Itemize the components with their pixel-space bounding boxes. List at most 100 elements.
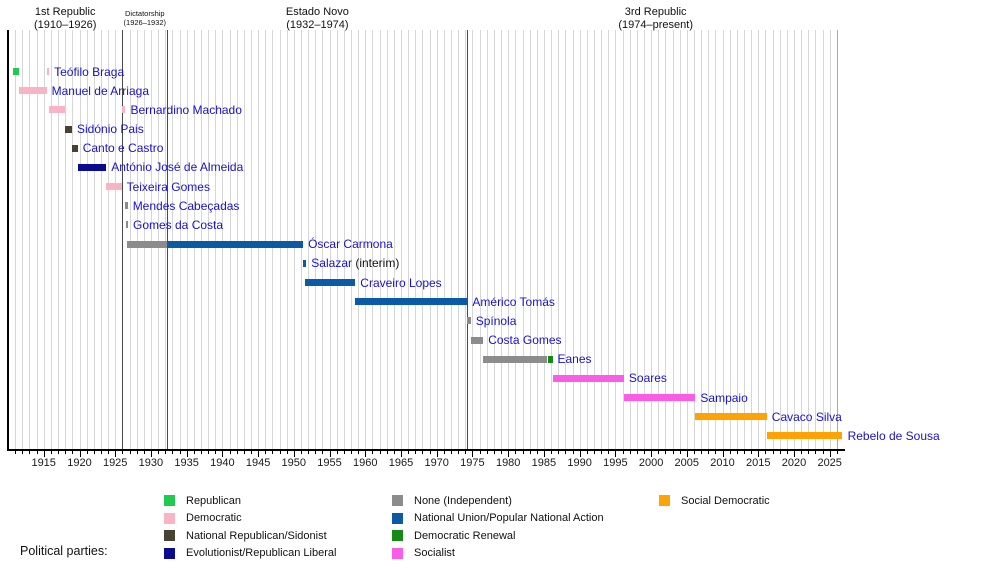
- president-link-antonio-jose-de-almeida[interactable]: António José de Almeida: [111, 160, 243, 174]
- axis-tick: [158, 451, 160, 454]
- president-name[interactable]: Soares: [628, 371, 667, 386]
- year-gridline: [529, 30, 531, 449]
- term-bar-bernardino-machado: [49, 106, 65, 114]
- president-link-teofilo-braga[interactable]: Teófilo Braga: [54, 65, 124, 79]
- president-link-sampaio[interactable]: Sampaio: [700, 391, 747, 405]
- president-name[interactable]: Teixeira Gomes: [126, 179, 210, 194]
- axis-tick: [815, 451, 817, 454]
- year-gridline: [329, 30, 331, 449]
- president-name[interactable]: Mendes Cabeçadas: [132, 198, 240, 213]
- president-link-eanes[interactable]: Eanes: [558, 352, 592, 366]
- axis-tick: [601, 451, 603, 454]
- axis-tick-label: 1915: [31, 457, 56, 469]
- president-name[interactable]: Spínola: [475, 313, 517, 328]
- year-gridline: [200, 30, 202, 449]
- year-gridline: [150, 30, 152, 449]
- axis-tick: [229, 451, 231, 454]
- axis-tick: [829, 451, 831, 457]
- president-link-sidonio-pais[interactable]: Sidónio Pais: [77, 122, 144, 136]
- president-link-canto-e-castro[interactable]: Canto e Castro: [83, 141, 164, 155]
- president-name[interactable]: Canto e Castro: [82, 141, 164, 156]
- term-bar-sampaio: [623, 394, 696, 401]
- year-gridline: [172, 30, 174, 449]
- axis-tick: [272, 451, 274, 454]
- president-link-oscar-carmona[interactable]: Óscar Carmona: [308, 237, 393, 251]
- president-link-salazar[interactable]: Salazar (interim): [311, 256, 399, 270]
- president-link-gomes-da-costa[interactable]: Gomes da Costa: [133, 218, 223, 232]
- period-label-estado-novo: Estado Novo (1932–1974): [286, 6, 349, 32]
- axis-tick: [79, 451, 81, 457]
- axis-tick: [308, 451, 310, 454]
- president-name[interactable]: Rebelo de Sousa: [847, 428, 940, 443]
- legend-label-socialist: Socialist: [414, 547, 455, 559]
- axis-tick: [572, 451, 574, 454]
- axis-tick-label: 1920: [67, 457, 92, 469]
- president-name[interactable]: Manuel de Arriaga: [51, 83, 149, 98]
- period-label-3rd-republic: 3rd Republic (1974–present): [618, 6, 693, 32]
- year-gridline: [493, 30, 495, 449]
- president-name[interactable]: Eanes: [557, 352, 592, 367]
- period-years: (1974–present): [618, 19, 693, 31]
- axis-tick: [43, 451, 45, 457]
- president-link-americo-tomas[interactable]: Américo Tomás: [472, 295, 554, 309]
- term-bar-salazar: [303, 259, 307, 267]
- year-gridline: [43, 30, 45, 449]
- year-gridline: [229, 30, 231, 449]
- axis-tick: [436, 451, 438, 457]
- president-link-teixeira-gomes[interactable]: Teixeira Gomes: [127, 180, 210, 194]
- president-name[interactable]: Craveiro Lopes: [360, 275, 442, 290]
- axis-tick: [836, 451, 838, 454]
- year-gridline: [765, 30, 767, 449]
- president-name-suffix: (interim): [351, 256, 400, 271]
- president-link-spinola[interactable]: Spínola: [476, 314, 517, 328]
- president-name[interactable]: Bernardino Machado: [130, 102, 242, 117]
- president-name[interactable]: Teófilo Braga: [54, 64, 125, 79]
- president-link-rebelo-de-sousa[interactable]: Rebelo de Sousa: [848, 429, 940, 443]
- year-gridline: [250, 30, 252, 449]
- axis-tick: [365, 451, 367, 457]
- axis-tick: [122, 451, 124, 454]
- year-gridline: [58, 30, 59, 449]
- axis-tick-label: 1995: [603, 457, 628, 469]
- axis-tick: [193, 451, 195, 454]
- president-link-soares[interactable]: Soares: [629, 371, 667, 385]
- president-link-craveiro-lopes[interactable]: Craveiro Lopes: [360, 276, 441, 290]
- president-link-costa-gomes[interactable]: Costa Gomes: [488, 333, 561, 347]
- president-link-mendes-cabecadas[interactable]: Mendes Cabeçadas: [133, 199, 240, 213]
- legend-title: Political parties:: [20, 544, 108, 558]
- axis-tick: [143, 451, 145, 454]
- year-gridline: [129, 30, 131, 449]
- year-gridline: [815, 30, 817, 449]
- president-name[interactable]: Gomes da Costa: [133, 217, 224, 232]
- term-bar-bernardino-machado: [121, 106, 126, 114]
- president-name[interactable]: Sampaio: [700, 390, 748, 405]
- president-name[interactable]: Sidónio Pais: [77, 122, 144, 137]
- president-name[interactable]: Óscar Carmona: [308, 237, 393, 252]
- axis-tick: [415, 451, 417, 454]
- axis-tick: [443, 451, 445, 454]
- year-gridline: [86, 30, 88, 449]
- term-bar-canto-e-castro: [72, 144, 78, 152]
- president-name[interactable]: Américo Tomás: [472, 294, 555, 309]
- president-link-manuel-de-arriaga[interactable]: Manuel de Arriaga: [52, 84, 149, 98]
- president-name[interactable]: Salazar: [311, 256, 352, 271]
- legend-item-democratic: Democratic: [164, 511, 242, 526]
- legend-item-evolutionist: Evolutionist/Republican Liberal: [164, 546, 336, 561]
- year-gridline: [751, 30, 753, 449]
- year-gridline: [679, 30, 681, 449]
- president-name[interactable]: Cavaco Silva: [771, 409, 842, 424]
- president-link-cavaco-silva[interactable]: Cavaco Silva: [772, 410, 842, 424]
- year-gridline: [301, 30, 302, 449]
- president-name[interactable]: Costa Gomes: [488, 333, 562, 347]
- axis-tick-label: 1940: [210, 457, 235, 469]
- axis-tick: [515, 451, 517, 454]
- president-name[interactable]: António José de Almeida: [111, 160, 244, 175]
- axis-tick: [322, 451, 324, 454]
- axis-tick: [265, 451, 267, 454]
- legend-item-republican: Republican: [164, 493, 241, 508]
- axis-tick: [472, 451, 474, 457]
- year-gridline: [593, 30, 595, 449]
- term-bar-teofilo-braga: [13, 68, 20, 76]
- axis-tick: [372, 451, 374, 454]
- president-link-bernardino-machado[interactable]: Bernardino Machado: [131, 103, 242, 117]
